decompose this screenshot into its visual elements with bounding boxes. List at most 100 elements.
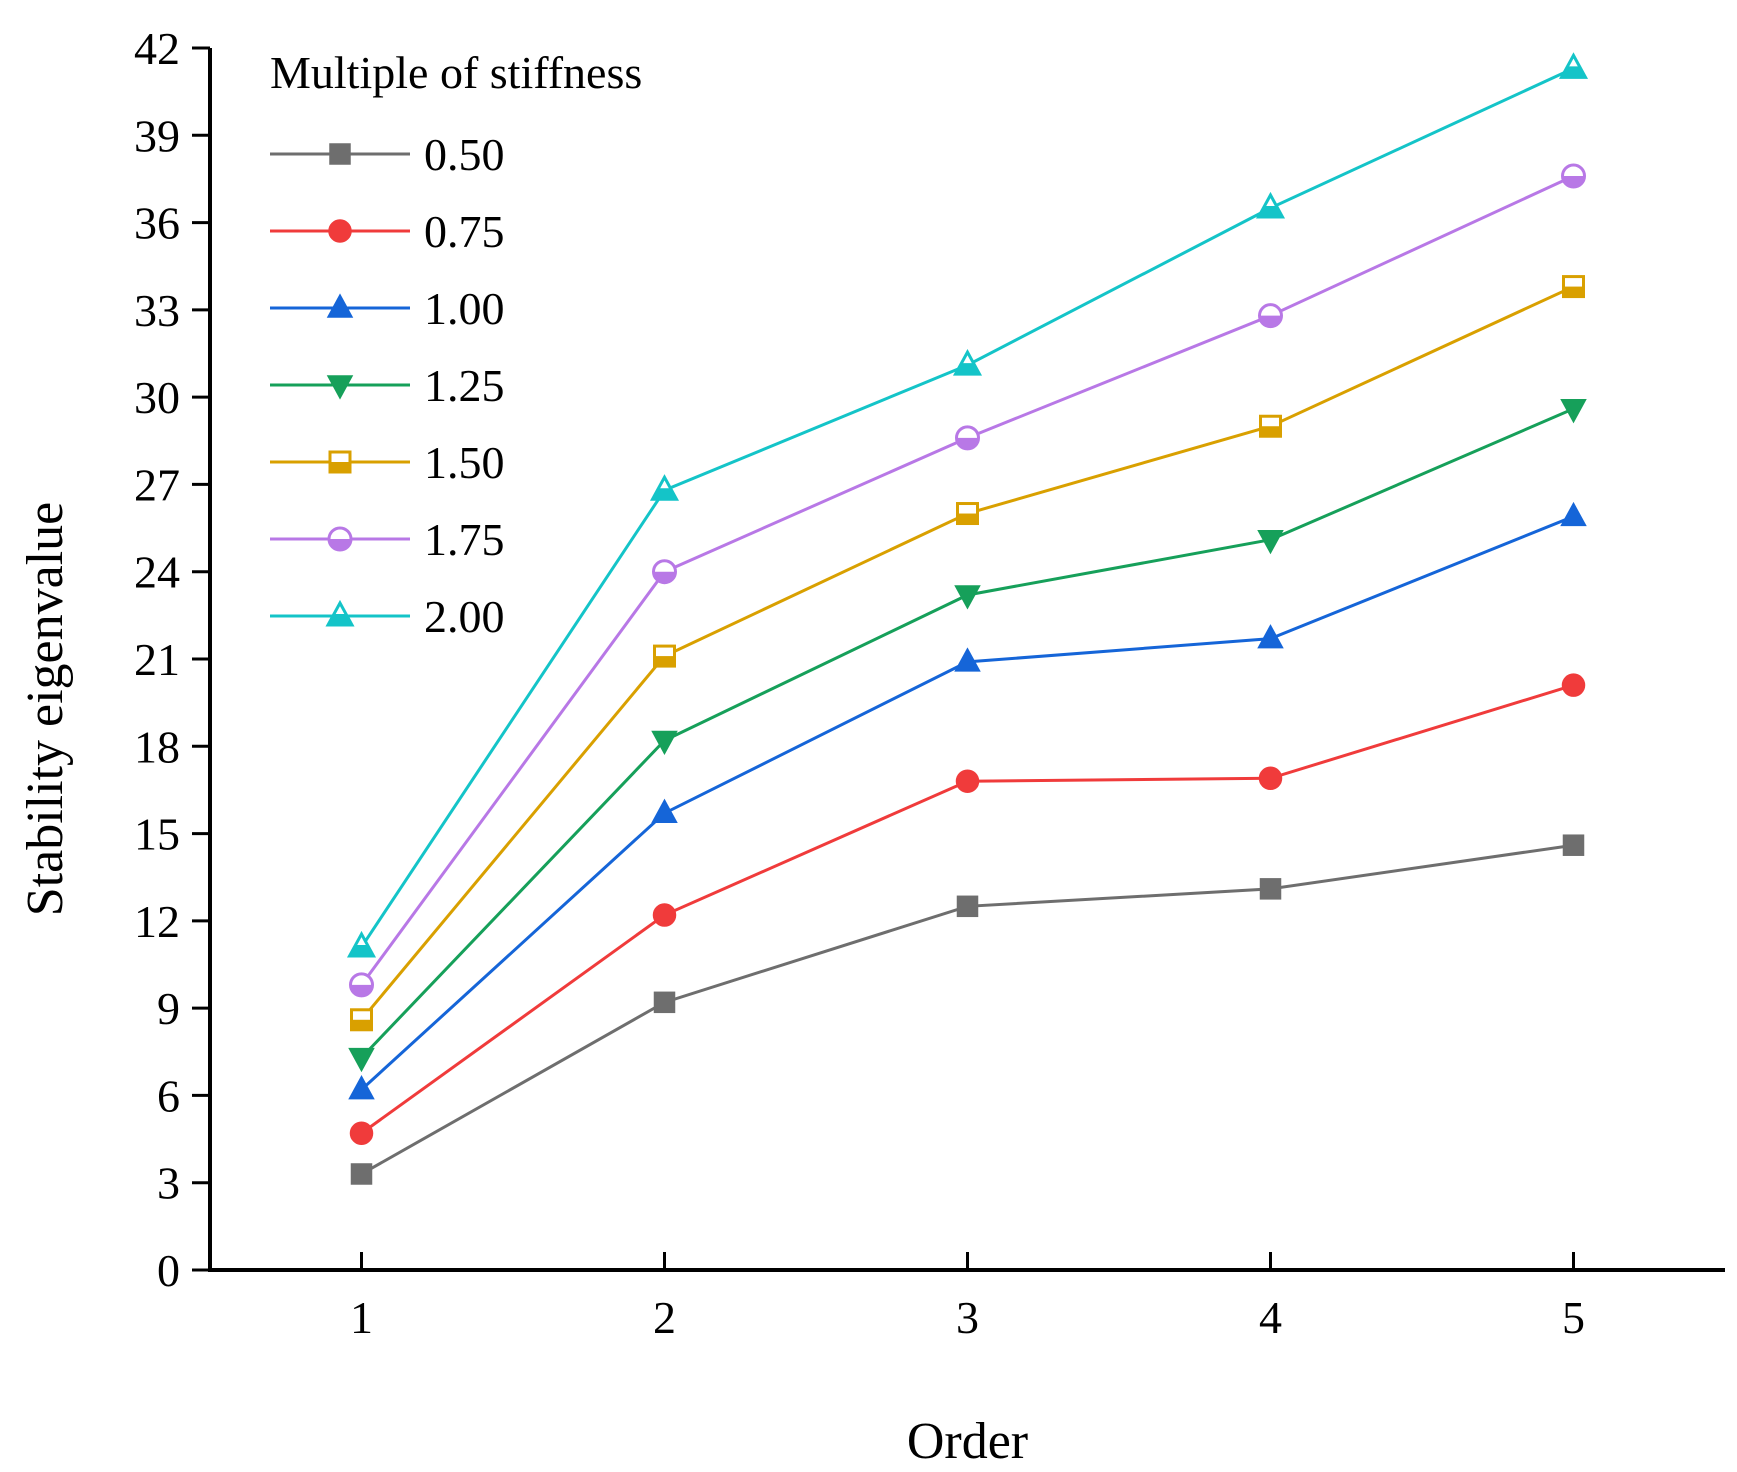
series-1-75 [349, 163, 1586, 998]
legend-label: 0.50 [424, 129, 505, 180]
data-point [952, 349, 983, 376]
marker-shape [348, 1075, 375, 1100]
data-point [350, 1163, 373, 1185]
legend-item: 1.50 [270, 437, 505, 488]
marker-shape [651, 730, 678, 756]
legend-item: 2.00 [270, 591, 505, 642]
marker-fill [1260, 426, 1281, 437]
data-point [1255, 191, 1286, 219]
legend: Multiple of stiffness 0.50 0.75 1.00 1.25 1.5… [270, 47, 642, 642]
y-tick-label: 3 [157, 1158, 180, 1209]
data-point [349, 1121, 374, 1146]
data-point [1259, 878, 1282, 900]
marker-shape [350, 1163, 373, 1185]
legend-marker [326, 293, 354, 318]
y-tick-label: 36 [134, 198, 180, 249]
marker-shape [1258, 766, 1283, 791]
data-point [1258, 303, 1283, 329]
y-tick-label: 27 [134, 459, 180, 510]
legend-label: 1.00 [424, 283, 505, 334]
marker-shape [329, 143, 351, 165]
legend-item: 1.00 [270, 283, 505, 334]
data-point [956, 502, 979, 526]
series-1-25 [348, 399, 1587, 1073]
marker-shape [955, 769, 980, 793]
data-point [349, 972, 374, 998]
data-point [649, 474, 680, 501]
data-point [1562, 275, 1585, 299]
legend-label: 1.50 [424, 437, 505, 488]
data-point [1561, 673, 1586, 697]
marker-shape [652, 903, 677, 927]
series-0-75 [349, 673, 1586, 1146]
marker-fill [328, 614, 352, 625]
legend-marker [326, 375, 354, 400]
x-tick-label: 5 [1562, 1292, 1585, 1343]
marker-fill [654, 656, 675, 667]
marker-fill [957, 513, 978, 524]
legend-marker [327, 526, 353, 552]
marker-shape [954, 585, 981, 610]
data-point [653, 644, 676, 668]
series-1-50 [350, 275, 1585, 1032]
legend-item: 1.25 [270, 360, 505, 411]
x-tick-label: 4 [1259, 1292, 1282, 1343]
series-2-00 [346, 52, 1589, 958]
y-tick-label: 15 [134, 809, 180, 860]
legend-marker [328, 450, 352, 474]
x-axis-label: Order [907, 1413, 1028, 1470]
data-point [348, 1075, 375, 1100]
marker-shape [653, 991, 676, 1014]
marker-shape [1562, 834, 1585, 856]
data-point [651, 798, 678, 823]
y-tick-label: 42 [134, 23, 180, 74]
legend-item: 1.75 [270, 514, 505, 565]
data-point [653, 991, 676, 1014]
marker-fill [1561, 66, 1586, 78]
marker-shape [651, 798, 678, 823]
marker-shape [348, 1047, 375, 1073]
marker-shape [326, 293, 354, 318]
data-point [1560, 501, 1587, 527]
y-tick-label: 21 [134, 634, 180, 685]
marker-shape [349, 1121, 374, 1146]
marker-fill [330, 462, 350, 472]
marker-shape [1561, 673, 1586, 697]
data-point [955, 769, 980, 793]
data-point [1258, 766, 1283, 791]
data-point [350, 1008, 373, 1032]
data-point [1558, 52, 1589, 79]
marker-shape [1259, 878, 1282, 900]
y-tick-label: 30 [134, 372, 180, 423]
legend-item: 0.75 [270, 206, 505, 257]
marker-fill [351, 1019, 372, 1030]
y-tick-label: 6 [157, 1070, 180, 1121]
marker-fill [653, 571, 676, 583]
marker-fill [955, 363, 980, 375]
y-tick-label: 9 [157, 983, 180, 1034]
data-point [652, 903, 677, 927]
marker-shape [1257, 529, 1284, 555]
marker-shape [954, 647, 981, 672]
legend-label: 2.00 [424, 591, 505, 642]
marker-shape [1560, 399, 1587, 424]
series-0-50 [350, 834, 1585, 1185]
legend-label: 0.75 [424, 206, 505, 257]
marker-fill [1258, 206, 1283, 218]
y-tick-label: 0 [157, 1245, 180, 1296]
data-point [346, 930, 377, 958]
data-point [1257, 529, 1284, 555]
legend-marker [328, 219, 352, 243]
y-tick-label: 39 [134, 110, 180, 161]
data-point [1561, 163, 1586, 189]
data-point [954, 585, 981, 610]
marker-fill [1259, 315, 1282, 327]
marker-fill [652, 488, 677, 500]
marker-fill [329, 539, 351, 550]
marker-shape [326, 375, 354, 400]
data-point [1257, 624, 1284, 649]
data-point [956, 895, 979, 918]
legend-item: 0.50 [270, 129, 505, 180]
data-point [348, 1047, 375, 1073]
